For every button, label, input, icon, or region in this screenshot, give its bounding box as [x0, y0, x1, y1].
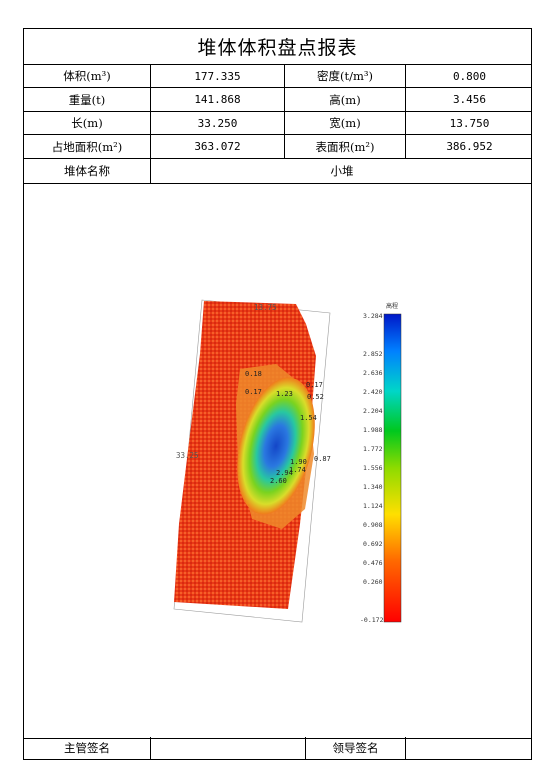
- report-sheet: 堆体体积盘点报表 体积(m³) 177.335 密度(t/m³) 0.800 重…: [23, 28, 532, 760]
- table-row: 体积(m³) 177.335 密度(t/m³) 0.800: [24, 65, 531, 88]
- table-row: 长(m) 33.250 宽(m) 13.750: [24, 112, 531, 135]
- height-label: 高(m): [284, 88, 405, 111]
- table-row: 堆体名称 小堆: [24, 159, 531, 184]
- weight-value: 141.868: [150, 88, 284, 111]
- legend-tick: 2.636: [363, 369, 383, 377]
- legend-ticks: 3.284 2.852 2.636 2.420 2.204 1.988 1.77…: [360, 312, 384, 624]
- leader-signature-field[interactable]: [405, 737, 533, 759]
- annotation-label: 0.17: [245, 388, 262, 396]
- weight-label: 重量(t): [68, 92, 106, 107]
- pile-heightmap-figure: 13.75 33.25 0.18 0.17 0.17 1.23 0.52 1.5…: [147, 296, 412, 624]
- legend-tick: 0.908: [363, 521, 383, 529]
- legend-tick: 2.852: [363, 350, 383, 358]
- legend-colorbar: [383, 313, 402, 623]
- annotation-label: 2.60: [270, 477, 287, 485]
- volume-label: 体积(m³): [63, 69, 111, 83]
- pile-name-value: 小堆: [150, 159, 533, 183]
- legend-tick: 1.340: [363, 483, 383, 491]
- annotation-label: 0.17: [306, 381, 323, 389]
- legend-tick: 3.284: [363, 312, 383, 320]
- annotation-label: 0.52: [307, 393, 324, 401]
- legend-tick: 1.124: [363, 502, 383, 510]
- legend-tick: 2.204: [363, 407, 383, 415]
- pile-name-label: 堆体名称: [64, 164, 110, 178]
- annotation-label: 2.94: [276, 469, 293, 477]
- supervisor-signature-field[interactable]: [150, 737, 305, 759]
- length-label: 长(m): [71, 116, 103, 130]
- legend-tick: 2.420: [363, 388, 383, 396]
- leader-signature-label: 领导签名: [305, 737, 405, 759]
- annotation-label: 1.90: [290, 458, 307, 466]
- annotation-label: 1.54: [300, 414, 317, 422]
- footprint-area-label: 占地面积(m²): [51, 139, 123, 154]
- surface-area-label: 表面积(m²): [284, 135, 405, 158]
- table-row: 占地面积(m²) 363.072 表面积(m²) 386.952: [24, 135, 531, 159]
- width-dimension: 13.75: [254, 303, 277, 312]
- length-dimension: 33.25: [176, 451, 199, 460]
- annotation-label: 0.18: [245, 370, 262, 378]
- elevation-annotations: 0.18 0.17 0.17 1.23 0.52 1.54 1.90 0.87 …: [245, 370, 331, 485]
- legend-title: 高程: [386, 302, 398, 310]
- density-label: 密度(t/m³): [284, 65, 405, 87]
- length-value: 33.250: [150, 112, 284, 134]
- annotation-label: 0.87: [314, 455, 331, 463]
- legend-tick: 0.260: [363, 578, 383, 586]
- legend-tick: 1.988: [363, 426, 383, 434]
- table-row: 重量(t) 141.868 高(m) 3.456: [24, 88, 531, 112]
- report-title: 堆体体积盘点报表: [197, 37, 358, 59]
- surface-area-value: 386.952: [405, 135, 533, 158]
- pile-figure-area: 13.75 33.25 0.18 0.17 0.17 1.23 0.52 1.5…: [24, 184, 531, 739]
- supervisor-signature-label: 主管签名: [64, 741, 110, 755]
- density-value: 0.800: [405, 65, 533, 87]
- legend-tick: 1.556: [363, 464, 383, 472]
- signature-row: 主管签名 领导签名: [24, 737, 531, 759]
- volume-value: 177.335: [150, 65, 284, 87]
- width-label: 宽(m): [284, 112, 405, 134]
- footprint-area-value: 363.072: [150, 135, 284, 158]
- annotation-label: 1.74: [289, 466, 306, 474]
- annotation-label: 1.23: [276, 390, 293, 398]
- title-row: 堆体体积盘点报表: [24, 29, 531, 65]
- pile-elevation-map: [237, 377, 315, 515]
- width-value: 13.750: [405, 112, 533, 134]
- legend-tick: 1.772: [363, 445, 383, 453]
- legend-tick: 0.476: [363, 559, 383, 567]
- legend-tick: 0.692: [363, 540, 383, 548]
- legend-tick: -0.172: [360, 616, 384, 624]
- height-value: 3.456: [405, 88, 533, 111]
